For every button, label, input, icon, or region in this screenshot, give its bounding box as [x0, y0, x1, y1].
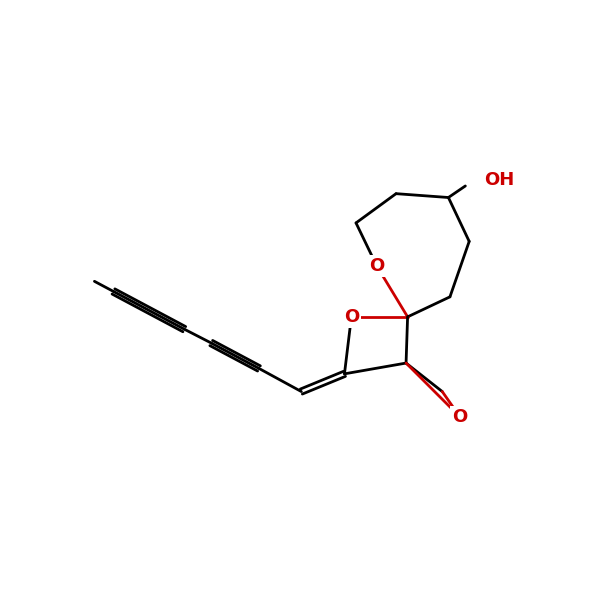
Text: O: O	[452, 408, 467, 426]
Text: O: O	[344, 308, 359, 326]
Text: O: O	[369, 257, 385, 275]
Text: OH: OH	[485, 171, 515, 189]
